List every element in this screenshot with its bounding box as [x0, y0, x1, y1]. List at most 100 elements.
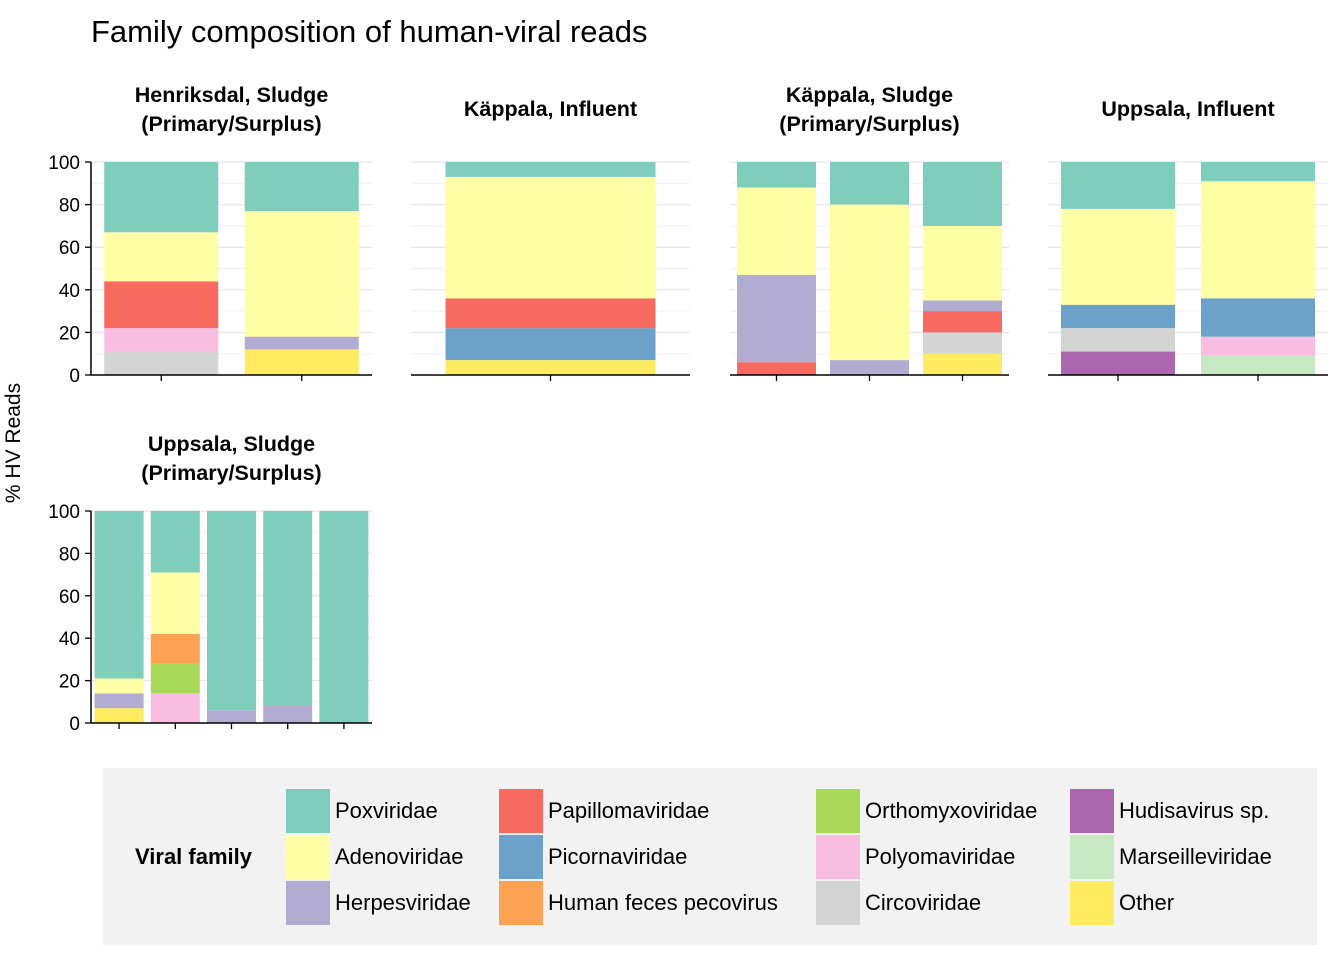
facet-3-bar-2-adenoviridae: [830, 204, 909, 361]
facet-2-bar-1-papillomaviridae: [445, 298, 656, 329]
facet-5-bar-1-poxviridae: [94, 511, 144, 679]
faceted-stacked-bar-chart: 0 20 40 60 80 100 Henriksdal, Sludge (Primary/S…: [48, 83, 1328, 735]
facet-3-bar-2-herpesviridae: [830, 360, 909, 375]
legend-label: Circoviridae: [865, 890, 982, 915]
facet-5-bar-2-polyomaviridae: [150, 693, 200, 723]
facet-3-title: Käppala, Sludge: [786, 83, 953, 107]
legend-swatch: [286, 881, 330, 925]
facet-1-bar-1-adenoviridae: [104, 232, 219, 282]
chart-title: Family composition of human-viral reads: [91, 14, 648, 49]
facet-5-y-tick-label: 80: [59, 544, 80, 565]
legend-item-herpesviridae: Herpesviridae: [286, 881, 471, 925]
facet-5-bar-4-poxviridae: [263, 511, 313, 707]
legend-swatch: [816, 835, 860, 879]
facet-1-y-tick-label: 0: [69, 366, 80, 387]
facet-5-y-tick-label: 60: [59, 587, 80, 608]
facet-3-bar-2-poxviridae: [830, 162, 909, 205]
legend-label: Human feces pecovirus: [548, 890, 778, 915]
facet-1-title: (Primary/Surplus): [141, 112, 321, 136]
facet-1-bar-2-poxviridae: [244, 162, 359, 211]
legend-item-adenoviridae: Adenoviridae: [286, 835, 463, 879]
facet-1-bar-1-circoviridae: [104, 351, 219, 375]
facet-5-y-tick-label: 40: [59, 629, 80, 650]
facet-5-bar-2-adenoviridae: [150, 572, 200, 634]
facet-1-bar-1-papillomaviridae: [104, 281, 219, 329]
facet-3-title: (Primary/Surplus): [779, 112, 959, 136]
facet-5-title: Uppsala, Sludge: [148, 432, 315, 456]
facet-3-bar-1-papillomaviridae: [737, 362, 816, 375]
facet-5-title: (Primary/Surplus): [141, 461, 321, 485]
facet-4-bar-1-hudisavirus-sp: [1061, 351, 1175, 375]
legend-swatch: [1070, 835, 1114, 879]
facet-3-bar-1-poxviridae: [737, 162, 816, 188]
facet-5-y-tick-label: 100: [48, 502, 80, 523]
legend-label: Adenoviridae: [335, 844, 464, 869]
facet-5-bar-3-herpesviridae: [207, 710, 256, 723]
legend-label: Hudisavirus sp.: [1119, 798, 1270, 823]
facet-4-bar-2-poxviridae: [1201, 162, 1315, 182]
legend-item-human-feces-pecovirus: Human feces pecovirus: [499, 881, 778, 925]
legend-label: Papillomaviridae: [548, 798, 710, 823]
legend-swatch: [286, 789, 330, 833]
facet-3-bar-3-papillomaviridae: [923, 311, 1002, 333]
facet-2-bar-1-poxviridae: [445, 162, 656, 177]
facet-4-title: Uppsala, Influent: [1101, 97, 1274, 121]
facet-5-bar-2-orthomyxoviridae: [150, 663, 200, 694]
facet-3-bar-1-herpesviridae: [737, 274, 816, 363]
facet-1-bar-2-other: [244, 349, 359, 375]
legend-label: Other: [1119, 890, 1175, 915]
legend-title: Viral family: [135, 844, 252, 869]
legend-label: Herpesviridae: [335, 890, 471, 915]
facet-5-bar-1-other: [94, 708, 144, 723]
facet-1-bar-1-polyomaviridae: [104, 328, 219, 352]
legend-label: Polyomaviridae: [865, 844, 1016, 869]
legend-swatch: [816, 881, 860, 925]
facet-2-bar-1-adenoviridae: [445, 176, 656, 299]
facet-5-bar-4-herpesviridae: [263, 706, 313, 723]
legend-item-orthomyxoviridae: Orthomyxoviridae: [816, 789, 1037, 833]
facet-5-bar-1-herpesviridae: [94, 693, 144, 709]
facet-3-bar-3-poxviridae: [923, 162, 1002, 226]
facet-5-bar-2-poxviridae: [150, 511, 200, 573]
facet-5-bar-1-adenoviridae: [94, 678, 144, 694]
legend-label: Marseilleviridae: [1119, 844, 1272, 869]
legend-item-circoviridae: Circoviridae: [816, 881, 981, 925]
facet-1-bar-1-poxviridae: [104, 162, 219, 233]
facet-3-bar-1-adenoviridae: [737, 187, 816, 275]
facet-5-bar-3-poxviridae: [207, 511, 256, 711]
legend-item-poxviridae: Poxviridae: [286, 789, 438, 833]
facet-3-bar-3-adenoviridae: [923, 225, 1002, 301]
legend-label: Picornaviridae: [548, 844, 688, 869]
legend-item-polyomaviridae: Polyomaviridae: [816, 835, 1015, 879]
legend-swatch: [499, 881, 543, 925]
legend-swatch: [1070, 881, 1114, 925]
facet-1-y-tick-label: 80: [59, 196, 80, 217]
facet-4-bar-2-picornaviridae: [1201, 298, 1315, 337]
legend-item-other: Other: [1070, 881, 1174, 925]
facet-5-y-tick-label: 20: [59, 672, 80, 693]
legend-swatch: [1070, 789, 1114, 833]
facet-3-bar-3-other: [923, 353, 1002, 375]
facet-4-bar-2-adenoviridae: [1201, 181, 1315, 299]
facet-5-bar-5-poxviridae: [319, 511, 369, 723]
facet-4-bar-1-adenoviridae: [1061, 208, 1175, 305]
facet-4-bar-1-poxviridae: [1061, 162, 1175, 209]
facet-2-bar-1-picornaviridae: [445, 328, 656, 361]
facet-4-bar-2-marseilleviridae: [1201, 355, 1315, 375]
legend-item-hudisavirus-sp: Hudisavirus sp.: [1070, 789, 1269, 833]
legend-swatch: [816, 789, 860, 833]
facet-1-bar-2-adenoviridae: [244, 210, 359, 337]
legend-swatch: [499, 835, 543, 879]
facet-5-bar-2-human-feces-pecovirus: [150, 633, 200, 664]
facet-2-bar-1-other: [445, 360, 656, 375]
facet-1-y-tick-label: 40: [59, 281, 80, 302]
legend-item-papillomaviridae: Papillomaviridae: [499, 789, 709, 833]
facet-4-bar-2-polyomaviridae: [1201, 336, 1315, 356]
facet-3-bar-3-herpesviridae: [923, 300, 1002, 312]
facet-2-title: Käppala, Influent: [464, 97, 637, 121]
facet-1-y-tick-label: 100: [48, 153, 80, 174]
facet-4-bar-1-picornaviridae: [1061, 304, 1175, 329]
legend: Viral family Poxviridae Adenoviridae Herpe…: [103, 768, 1317, 945]
legend-swatch: [499, 789, 543, 833]
facet-3-bar-3-circoviridae: [923, 332, 1002, 354]
